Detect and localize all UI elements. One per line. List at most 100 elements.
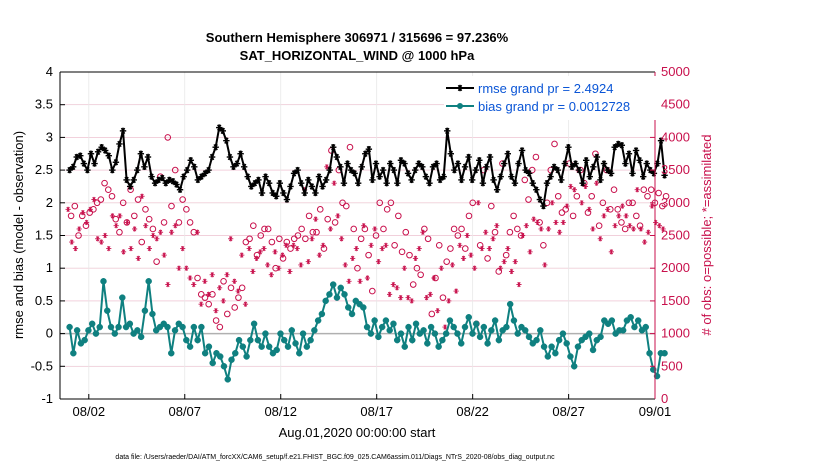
obs-possible-point	[369, 287, 376, 295]
obs-possible-point	[387, 199, 395, 207]
rmse-point	[354, 179, 362, 187]
rmse-point	[351, 170, 358, 177]
obs-assimilated-point	[623, 213, 629, 219]
obs-assimilated-point	[375, 259, 382, 265]
rmse-point	[387, 160, 394, 167]
obs-assimilated-point	[438, 265, 444, 271]
obs-assimilated-point	[80, 210, 86, 216]
obs-possible-point	[380, 225, 387, 233]
rmse-point	[148, 173, 155, 180]
obs-possible-point	[186, 219, 194, 226]
obs-assimilated-point	[660, 226, 666, 232]
obs-possible-point	[540, 242, 547, 249]
obs-assimilated-point	[113, 223, 119, 229]
obs-assimilated-point	[542, 262, 548, 268]
obs-assimilated-point	[298, 262, 304, 268]
rmse-point	[543, 179, 551, 187]
obs-assimilated-point	[290, 242, 297, 248]
obs-possible-point	[406, 251, 413, 259]
bias-point	[194, 336, 201, 344]
obs-assimilated-point	[253, 255, 260, 261]
obs-assimilated-point	[582, 183, 589, 190]
rmse-point	[572, 160, 579, 167]
rmse-point	[390, 166, 398, 174]
rmse-point	[607, 170, 615, 177]
x-tick-label: 08/12	[264, 404, 297, 419]
y-tick-label-right: 3500	[661, 162, 690, 177]
bias-point	[209, 359, 216, 367]
bias-point	[280, 336, 288, 344]
rmse-point	[290, 170, 298, 177]
obs-assimilated-point	[361, 223, 367, 229]
obs-possible-point	[145, 215, 153, 223]
obs-possible-point	[67, 212, 75, 220]
obs-possible-point	[659, 202, 666, 210]
rmse-point	[369, 176, 376, 184]
rmse-point	[465, 153, 472, 161]
rmse-point	[540, 202, 547, 210]
obs-possible-point	[595, 222, 603, 229]
obs-assimilated-point	[520, 232, 526, 239]
obs-possible-point	[395, 212, 402, 220]
obs-possible-point	[324, 215, 331, 223]
rmse-point	[77, 152, 84, 159]
obs-assimilated-point	[320, 242, 326, 248]
bias-point	[506, 300, 514, 308]
bias-point	[179, 323, 186, 331]
bias-point	[412, 320, 420, 328]
rmse-point	[508, 173, 515, 180]
rmse-point	[91, 160, 98, 167]
bias-point	[141, 307, 149, 314]
rmse-point	[255, 176, 262, 184]
rmse-point	[273, 193, 280, 200]
bias-point	[634, 317, 642, 324]
rmse-point	[468, 176, 476, 184]
rmse-point	[529, 179, 536, 187]
obs-possible-point	[618, 219, 625, 226]
rmse-point	[262, 173, 269, 180]
obs-assimilated-point	[405, 295, 411, 301]
y-tick-label-right: 5000	[661, 64, 690, 79]
y-tick-label-left: -0.5	[31, 358, 53, 373]
bias-point	[642, 323, 649, 331]
obs-possible-point	[75, 232, 82, 239]
bias-point	[92, 330, 100, 337]
bias-point	[401, 343, 408, 350]
obs-possible-point	[302, 235, 309, 243]
obs-assimilated-point	[560, 219, 566, 226]
bias-point	[631, 323, 638, 331]
obs-assimilated-point	[106, 245, 112, 252]
bias-point	[262, 330, 269, 337]
obs-assimilated-point	[157, 229, 164, 235]
rmse-point	[433, 160, 440, 167]
bias-point	[427, 323, 435, 331]
obs-assimilated-point	[460, 255, 467, 261]
bias-point	[510, 317, 518, 324]
rmse-point	[230, 163, 237, 171]
rmse-point	[116, 140, 123, 148]
rmse-point	[258, 189, 266, 197]
rmse-point	[333, 153, 341, 161]
obs-assimilated-point	[109, 213, 116, 219]
rmse-point	[533, 186, 540, 193]
obs-count-series	[65, 134, 670, 331]
bias-point	[254, 336, 262, 344]
obs-possible-point	[201, 294, 209, 301]
bias-point	[164, 323, 171, 331]
obs-assimilated-point	[472, 265, 478, 271]
obs-assimilated-point	[331, 180, 337, 186]
bias-point	[104, 307, 111, 314]
obs-possible-point	[644, 192, 651, 200]
obs-assimilated-point	[224, 272, 230, 278]
obs-assimilated-point	[649, 203, 655, 209]
bias-point	[277, 330, 284, 337]
obs-possible-point	[142, 206, 149, 213]
rmse-point	[130, 176, 137, 184]
bias-point	[171, 327, 179, 334]
bias-point	[386, 327, 393, 334]
bias-point	[111, 330, 119, 337]
rmse-point	[109, 166, 116, 174]
bias-point	[405, 323, 412, 331]
rmse-point	[187, 157, 194, 164]
bias-point	[461, 323, 469, 331]
